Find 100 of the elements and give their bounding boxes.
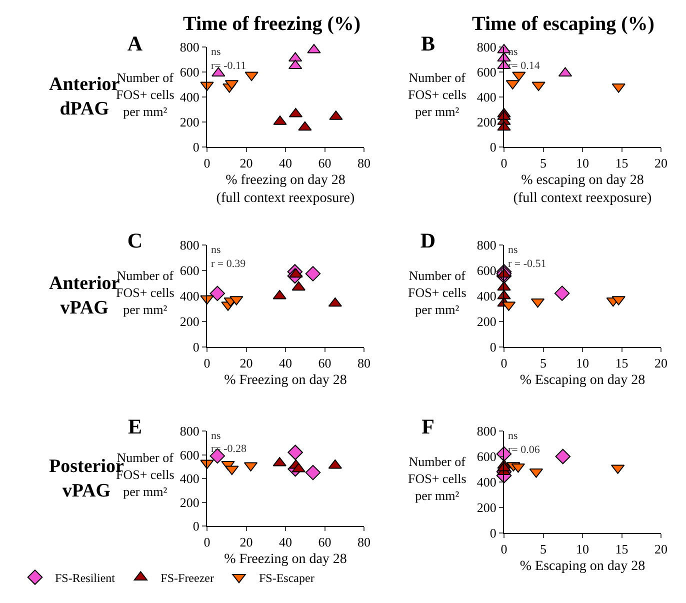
legend-label: FS-Resilient [55, 570, 116, 585]
y-axis-title: Number of FOS+ cells per mm² [408, 70, 466, 119]
chart-title: C [127, 228, 143, 252]
x-tick-label: 60 [318, 534, 332, 550]
y-axis-title: Number of FOS+ cells per mm² [408, 454, 466, 503]
y-tick-label: 600 [180, 263, 200, 278]
x-tick-label: 0 [500, 542, 508, 557]
y-tick-label: 600 [180, 64, 200, 80]
annotation: ns [211, 430, 221, 442]
y-tick-label: 0 [490, 140, 496, 155]
x-tick-label: 5 [540, 356, 546, 371]
y-tick-label: 400 [476, 288, 496, 304]
x-tick-label: 10 [576, 156, 589, 171]
x-axis-title: % Freezing on day 28 [224, 372, 347, 388]
y-tick-label: 0 [192, 140, 200, 155]
x-tick-label: 0 [204, 156, 210, 171]
annotation: r = -0.51 [508, 258, 546, 270]
y-tick-label: 0 [192, 340, 200, 355]
point [298, 121, 312, 131]
x-tick-label: 80 [358, 534, 370, 550]
x-tick-label: 20 [654, 356, 668, 371]
legend-label: FS-Escaper [259, 570, 314, 585]
x-tick-label: 5 [540, 156, 546, 171]
y-tick-label: 400 [180, 288, 200, 304]
y-tick-label: 400 [180, 471, 200, 486]
y-tick-label: 600 [476, 263, 496, 278]
x-tick-label: 0 [204, 534, 210, 550]
point [305, 266, 321, 282]
x-tick-label: 80 [358, 156, 370, 171]
y-tick-label: 600 [476, 449, 496, 464]
point [328, 459, 342, 469]
y-tick-label: 200 [476, 500, 496, 516]
y-tick-label: 0 [192, 518, 200, 534]
chart-title: D [420, 228, 436, 252]
chart-title: F [422, 414, 434, 438]
annotation: r = 0.39 [211, 258, 246, 270]
y-tick-label: 200 [476, 114, 496, 130]
y-tick-label: 800 [476, 40, 496, 55]
text: Time of freezing (%) [183, 13, 361, 35]
y-tick-label: 200 [180, 494, 200, 510]
x-tick-label: 20 [654, 156, 668, 171]
y-tick-label: 800 [180, 238, 200, 253]
legend-label: FS-Freezer [160, 570, 214, 585]
text: Time of escaping (%) [472, 13, 654, 35]
annotation: ns [508, 430, 518, 442]
annotation: r= 0.14 [508, 60, 540, 72]
y-tick-label: 200 [180, 114, 200, 130]
x-tick-label: 20 [654, 542, 668, 557]
y-tick-label: 200 [476, 314, 496, 330]
x-tick-label: 10 [576, 356, 589, 371]
y-tick-label: 800 [180, 424, 200, 439]
chart-title: E [128, 414, 142, 438]
y-tick-label: 800 [476, 424, 496, 439]
x-tick-label: 40 [279, 156, 292, 171]
x-tick-label: 15 [615, 542, 628, 557]
chart-title: B [420, 31, 436, 56]
annotation: ns [211, 46, 221, 58]
x-tick-label: 60 [318, 356, 332, 371]
annotation: r= -0.11 [211, 60, 246, 72]
point [305, 464, 321, 480]
point [554, 286, 570, 301]
x-axis-title: % Escaping on day 28 [520, 558, 646, 574]
x-tick-label: 40 [279, 356, 292, 371]
x-tick-label: 0 [500, 156, 508, 171]
x-axis-title: % Freezing on day 28 [224, 552, 347, 567]
point [288, 444, 303, 460]
point [511, 463, 525, 473]
point [289, 268, 303, 278]
y-tick-label: 600 [476, 64, 496, 80]
point [497, 121, 511, 131]
x-tick-label: 80 [358, 356, 370, 371]
y-tick-label: 400 [180, 90, 200, 105]
annotation: ns [508, 244, 518, 256]
x-tick-label: 5 [540, 542, 546, 557]
point [555, 448, 571, 464]
x-tick-label: 20 [240, 534, 253, 550]
x-axis-title: % freezing on day 28 (full context reexposure) [216, 172, 356, 206]
y-tick-label: 400 [476, 474, 496, 490]
chart-title: A [127, 31, 144, 56]
x-tick-label: 20 [240, 356, 253, 371]
y-axis-title: Number of FOS+ cells per mm² [408, 268, 466, 317]
x-tick-label: 0 [204, 356, 210, 371]
y-tick-label: 600 [180, 447, 200, 462]
x-tick-label: 60 [318, 156, 332, 171]
y-tick-label: 400 [476, 90, 496, 105]
x-tick-label: 40 [279, 534, 292, 550]
y-tick-label: 0 [490, 340, 496, 355]
x-tick-label: 15 [615, 156, 628, 171]
annotation: r= 0.06 [508, 444, 540, 456]
x-axis-title: % escaping on day 28 (full context reexposure) [513, 172, 652, 206]
x-tick-label: 0 [500, 356, 508, 371]
y-tick-label: 800 [476, 238, 496, 253]
annotation: ns [508, 46, 518, 58]
x-axis-title: % Escaping on day 28 [520, 372, 646, 388]
x-tick-label: 15 [615, 356, 628, 371]
annotation: ns [211, 244, 221, 256]
x-tick-label: 20 [240, 156, 253, 171]
point [210, 286, 226, 302]
y-tick-label: 200 [180, 314, 200, 330]
y-tick-label: 800 [180, 40, 200, 55]
